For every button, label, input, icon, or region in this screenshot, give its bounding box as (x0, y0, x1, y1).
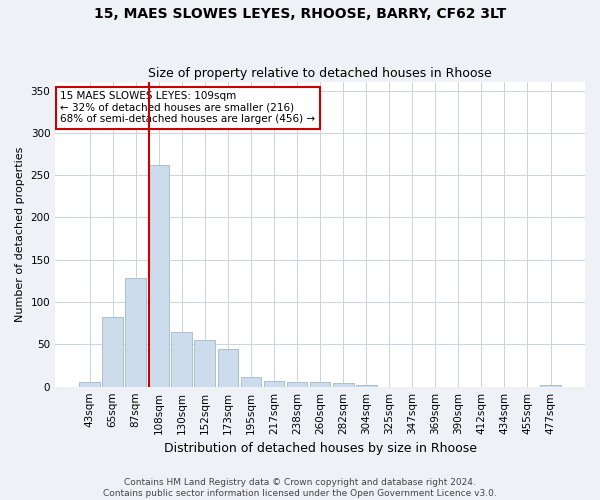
Text: 15, MAES SLOWES LEYES, RHOOSE, BARRY, CF62 3LT: 15, MAES SLOWES LEYES, RHOOSE, BARRY, CF… (94, 8, 506, 22)
Bar (540, 385, 561, 386)
Bar (102, 318, 123, 386)
Bar (287, 382, 307, 386)
Bar (356, 385, 377, 386)
Bar (310, 382, 331, 386)
X-axis label: Distribution of detached houses by size in Rhoose: Distribution of detached houses by size … (164, 442, 476, 455)
Bar (172, 332, 192, 386)
Bar (194, 340, 215, 386)
Bar (333, 384, 353, 386)
Y-axis label: Number of detached properties: Number of detached properties (15, 146, 25, 322)
Bar (263, 381, 284, 386)
Title: Size of property relative to detached houses in Rhoose: Size of property relative to detached ho… (148, 66, 492, 80)
Bar (241, 376, 262, 386)
Bar (79, 382, 100, 386)
Bar (218, 348, 238, 387)
Text: 15 MAES SLOWES LEYES: 109sqm
← 32% of detached houses are smaller (216)
68% of s: 15 MAES SLOWES LEYES: 109sqm ← 32% of de… (61, 91, 316, 124)
Text: Contains HM Land Registry data © Crown copyright and database right 2024.
Contai: Contains HM Land Registry data © Crown c… (103, 478, 497, 498)
Bar (125, 278, 146, 386)
Bar (148, 165, 169, 386)
